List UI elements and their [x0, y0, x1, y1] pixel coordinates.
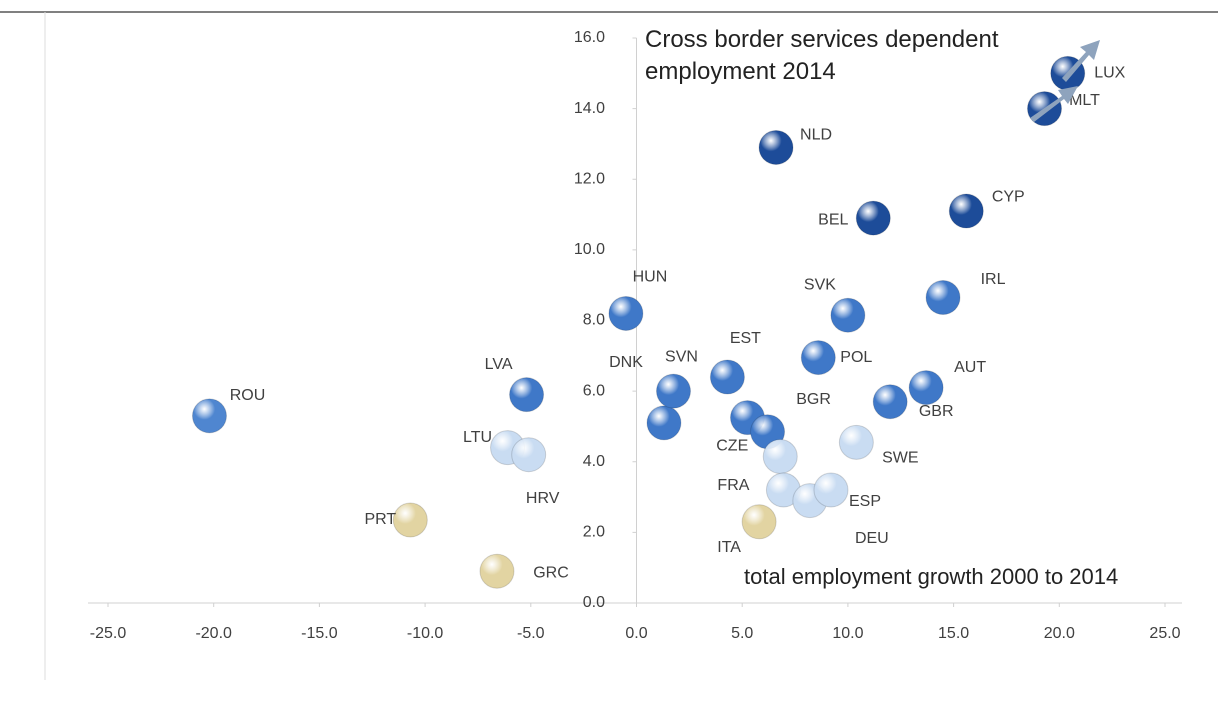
point-label: MLT — [1069, 92, 1100, 109]
point-label: BGR — [796, 391, 831, 408]
point-label: FRA — [717, 477, 749, 494]
x-tick-label: -25.0 — [90, 625, 127, 642]
point — [479, 553, 515, 589]
y-tick-label: 8.0 — [583, 312, 605, 329]
point-label: CZE — [716, 438, 748, 455]
marks: ROU LVA LTU HRV PRT GRC HUN DNK SVN EST BGR CZE FRA D… — [191, 55, 1126, 589]
point-label: BEL — [818, 211, 848, 228]
point-label: IRL — [981, 271, 1006, 288]
y-tick-label: 2.0 — [583, 524, 605, 541]
point — [948, 193, 984, 229]
point-label: DNK — [609, 354, 643, 371]
y-tick-label: 16.0 — [574, 29, 605, 46]
point-label: LUX — [1094, 65, 1125, 82]
point-label: HRV — [526, 490, 560, 507]
point-label: HUN — [633, 269, 668, 286]
point — [758, 129, 794, 165]
x-tick-label: 5.0 — [731, 625, 753, 642]
point-label: DEU — [855, 530, 889, 547]
point — [813, 472, 849, 508]
point-label: SVK — [804, 276, 836, 293]
point — [762, 438, 798, 474]
point — [925, 280, 961, 316]
point — [872, 384, 908, 420]
point — [838, 424, 874, 460]
y-tick-label: 0.0 — [583, 594, 605, 611]
point — [741, 504, 777, 540]
point-label: LTU — [463, 429, 492, 446]
point-label: ITA — [717, 539, 741, 556]
x-tick-label: -5.0 — [517, 625, 545, 642]
y-tick-label: 4.0 — [583, 453, 605, 470]
x-tick-label: 0.0 — [625, 625, 647, 642]
x-axis-label: total employment growth 2000 to 2014 — [744, 564, 1119, 589]
point-label: NLD — [800, 127, 832, 144]
point — [800, 340, 836, 376]
point — [511, 437, 547, 473]
point — [830, 297, 866, 333]
point — [908, 370, 944, 406]
x-tick-label: 25.0 — [1149, 625, 1180, 642]
x-tick-label: 10.0 — [832, 625, 863, 642]
point — [191, 398, 227, 434]
x-tick-label: -10.0 — [407, 625, 444, 642]
x-tick-label: -15.0 — [301, 625, 338, 642]
point — [855, 200, 891, 236]
point — [608, 295, 644, 331]
y-tick-label: 10.0 — [574, 241, 605, 258]
x-tick-label: -20.0 — [195, 625, 232, 642]
x-tick-label: 15.0 — [938, 625, 969, 642]
point — [646, 405, 682, 441]
point-label: GBR — [919, 403, 954, 420]
axes: -25.0 -20.0 -15.0 -10.0 -5.0 0.0 5.0 10.0 15.0 20… — [88, 29, 1182, 642]
point-label: LVA — [485, 356, 513, 373]
chart-title: Cross border services dependent employme… — [645, 26, 999, 85]
point-label: POL — [840, 349, 872, 366]
point-label: PRT — [364, 511, 396, 528]
point — [655, 373, 691, 409]
point — [509, 377, 545, 413]
point-label: AUT — [954, 359, 986, 376]
point-label: SVN — [665, 348, 698, 365]
arrows — [1030, 40, 1100, 122]
point-label: SWE — [882, 450, 918, 467]
point-label: GRC — [533, 564, 569, 581]
y-tick-label: 12.0 — [574, 170, 605, 187]
x-tick-label: 20.0 — [1044, 625, 1075, 642]
point — [709, 359, 745, 395]
point — [392, 502, 428, 538]
y-tick-label: 14.0 — [574, 100, 605, 117]
point-label: CYP — [992, 188, 1025, 205]
point-label: EST — [730, 330, 761, 347]
point-label: ESP — [849, 493, 881, 510]
point-label: ROU — [230, 387, 266, 404]
y-tick-label: 6.0 — [583, 382, 605, 399]
